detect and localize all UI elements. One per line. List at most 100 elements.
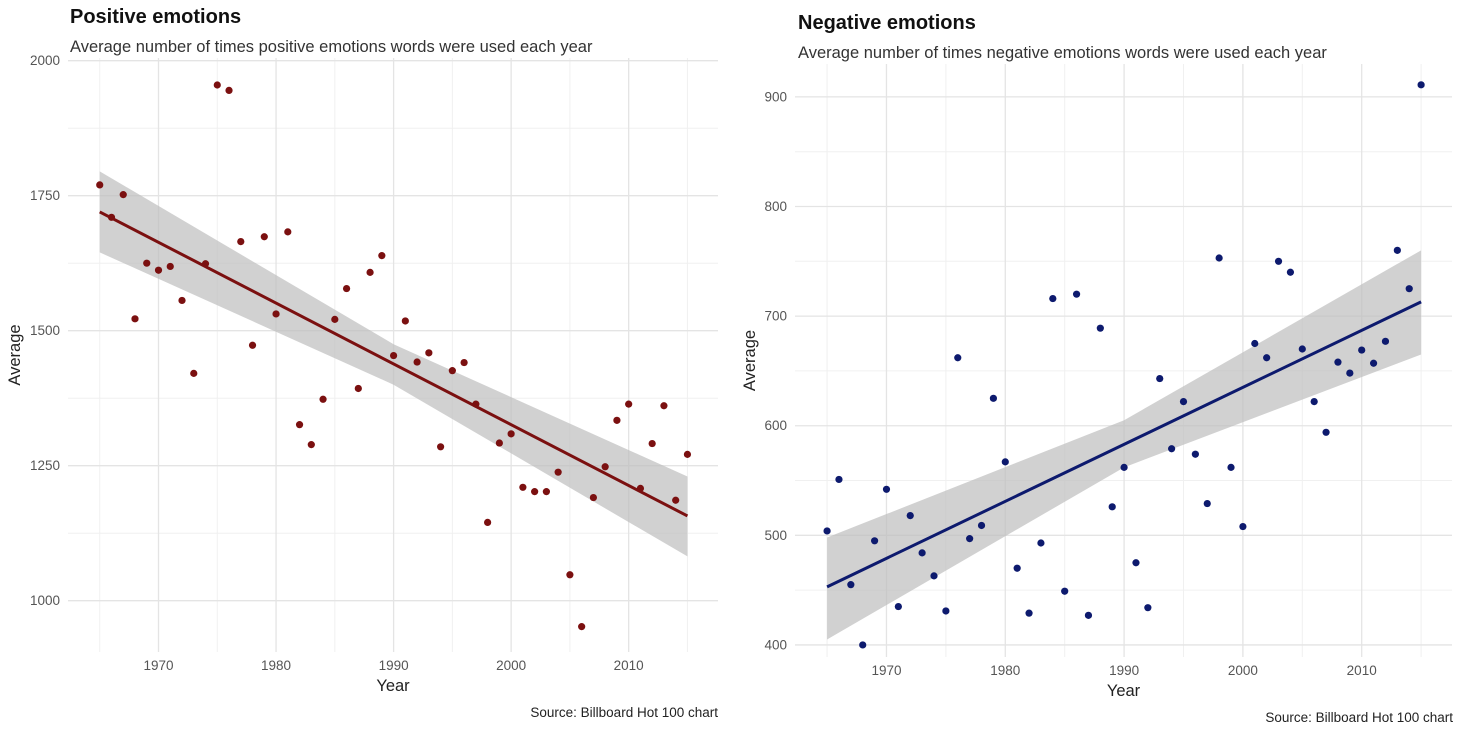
data-point xyxy=(1191,450,1199,458)
y-tick-label: 1500 xyxy=(30,323,60,338)
data-point xyxy=(389,351,398,360)
data-point xyxy=(989,394,998,402)
data-point xyxy=(1263,354,1271,362)
data-point xyxy=(1001,458,1009,466)
x-tick-label: 1980 xyxy=(261,658,291,673)
data-point xyxy=(625,400,633,408)
positive-emotions-chart: 1000 1250 1500 1750 2000 1970 1980 1990 2000 2010… xyxy=(6,53,718,695)
chart-source: Source: Billboard Hot 100 chart xyxy=(1265,710,1453,725)
data-point xyxy=(918,549,926,557)
data-point xyxy=(1108,503,1116,511)
data-point xyxy=(154,266,163,274)
x-tick-label: 1990 xyxy=(379,658,409,673)
data-point xyxy=(930,572,938,580)
grid xyxy=(68,58,718,652)
data-point xyxy=(1274,257,1283,265)
data-point xyxy=(248,341,257,349)
data-point xyxy=(942,607,950,615)
data-point xyxy=(178,296,186,305)
data-point xyxy=(1013,564,1021,572)
data-point xyxy=(554,468,562,476)
x-axis-title: Year xyxy=(376,677,410,695)
data-point xyxy=(342,284,351,293)
data-point xyxy=(495,439,503,447)
data-point xyxy=(143,259,151,267)
data-point xyxy=(272,310,280,318)
data-point xyxy=(401,317,409,325)
y-tick-label: 1000 xyxy=(30,593,60,608)
data-point xyxy=(366,268,374,276)
data-point xyxy=(1417,81,1425,89)
x-tick-label: 2010 xyxy=(614,658,644,673)
data-point xyxy=(894,602,902,611)
data-point xyxy=(190,369,198,377)
data-point xyxy=(531,488,539,496)
data-point xyxy=(131,315,139,323)
y-tick-label: 1250 xyxy=(30,458,60,473)
data-point xyxy=(213,81,221,89)
data-point xyxy=(1144,604,1152,612)
data-point xyxy=(672,496,680,504)
data-point xyxy=(413,358,421,366)
data-point xyxy=(1298,345,1306,353)
data-point xyxy=(882,485,891,493)
data-point xyxy=(1334,358,1342,366)
data-point xyxy=(307,441,315,449)
data-point xyxy=(589,493,598,502)
data-point xyxy=(1156,374,1164,383)
data-point xyxy=(906,512,914,520)
y-axis-title: Average xyxy=(741,330,759,391)
data-point xyxy=(1286,268,1295,276)
y-tick-label: 800 xyxy=(764,199,787,214)
data-point xyxy=(1346,369,1354,377)
data-points xyxy=(823,81,1425,649)
data-point xyxy=(660,402,668,410)
y-tick-label: 600 xyxy=(764,418,787,433)
data-point xyxy=(354,384,362,393)
data-point xyxy=(1381,337,1390,345)
chart-title: Positive emotions xyxy=(70,6,242,28)
x-tick-label: 2010 xyxy=(1347,663,1377,678)
data-point xyxy=(319,395,327,403)
y-tick-label: 1750 xyxy=(30,188,60,203)
positive-emotions-panel: Positive emotions Average number of time… xyxy=(0,0,733,743)
data-point xyxy=(1369,359,1378,367)
data-point xyxy=(1227,463,1235,471)
data-point xyxy=(1310,398,1318,406)
data-point xyxy=(378,252,386,260)
data-point xyxy=(425,349,433,357)
y-tick-label: 700 xyxy=(764,309,787,324)
data-point xyxy=(977,521,986,530)
data-point xyxy=(1168,445,1176,453)
negative-emotions-panel: Negative emotions Average number of time… xyxy=(733,0,1467,743)
data-point xyxy=(1061,587,1069,595)
data-point xyxy=(1239,522,1247,531)
data-point xyxy=(835,475,843,484)
data-point xyxy=(331,315,339,323)
chart-source: Source: Billboard Hot 100 chart xyxy=(530,705,718,720)
data-points xyxy=(96,81,692,631)
data-point xyxy=(1132,559,1140,567)
y-tick-label: 2000 xyxy=(30,53,60,68)
data-point xyxy=(1049,294,1057,303)
data-point xyxy=(284,228,292,236)
data-point xyxy=(1358,346,1366,354)
chart-subtitle: Average number of times positive emotion… xyxy=(70,38,593,56)
data-point xyxy=(1072,290,1081,298)
data-point xyxy=(648,439,656,448)
data-point xyxy=(1322,428,1330,436)
data-point xyxy=(1215,254,1223,262)
data-point xyxy=(1037,539,1045,547)
data-point xyxy=(437,443,445,451)
x-tick-label: 1990 xyxy=(1109,663,1139,678)
data-point xyxy=(613,416,621,424)
data-point xyxy=(260,233,268,241)
x-tick-label: 1970 xyxy=(871,663,901,678)
data-point xyxy=(966,535,974,543)
data-point xyxy=(507,430,515,438)
data-point xyxy=(519,483,527,491)
data-point xyxy=(542,488,550,496)
data-point xyxy=(484,518,492,527)
trend-line xyxy=(826,300,1422,589)
data-point xyxy=(578,623,586,631)
